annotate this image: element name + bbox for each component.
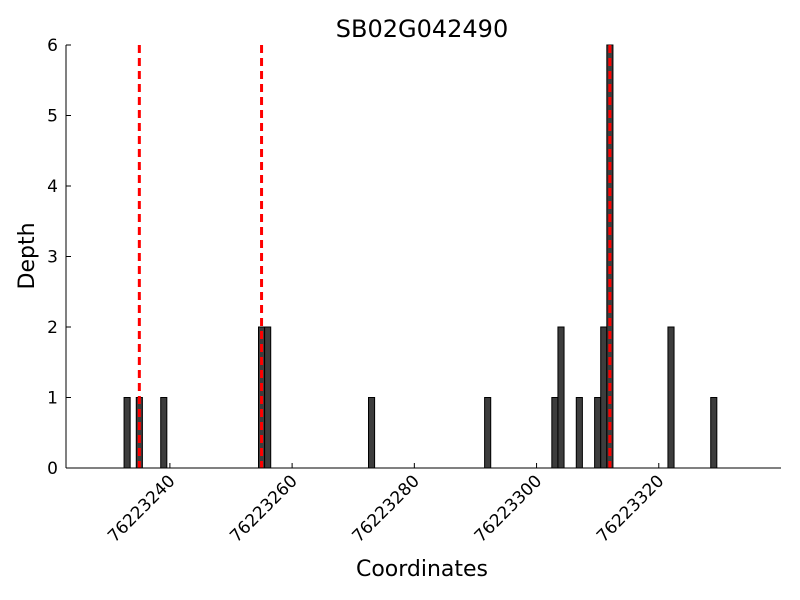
y-tick-label-1: 1 bbox=[47, 389, 58, 409]
x-tick-label-1: 76223260 bbox=[226, 471, 301, 546]
bar-8 bbox=[557, 326, 565, 469]
bar-7 bbox=[551, 397, 559, 469]
bar-14 bbox=[710, 397, 718, 469]
y-tick-label-2: 2 bbox=[47, 318, 58, 338]
bar-4 bbox=[264, 326, 272, 469]
x-axis-label: Coordinates bbox=[356, 557, 488, 582]
x-tick-label-4: 76223320 bbox=[593, 471, 668, 546]
bar-11 bbox=[600, 326, 608, 469]
y-tick-label-5: 5 bbox=[47, 107, 58, 127]
bar-0 bbox=[123, 397, 131, 469]
bar-2 bbox=[160, 397, 168, 469]
bar-6 bbox=[484, 397, 492, 469]
y-tick-label-0: 0 bbox=[47, 459, 58, 479]
x-tick-label-3: 76223300 bbox=[471, 471, 546, 546]
chart-title: SB02G042490 bbox=[336, 15, 508, 43]
plot-area: 0 1 2 3 4 5 6 76223240 76223260 76223280 76223300 7… bbox=[47, 36, 781, 547]
y-axis-label: Depth bbox=[15, 222, 40, 289]
y-tick-label-4: 4 bbox=[47, 177, 58, 197]
bar-9 bbox=[575, 397, 583, 469]
bar-10 bbox=[594, 397, 602, 469]
x-tick-label-0: 76223240 bbox=[104, 471, 179, 546]
bar-13 bbox=[667, 326, 675, 469]
bar-5 bbox=[368, 397, 376, 469]
bar-1 bbox=[135, 397, 143, 469]
y-tick-label-6: 6 bbox=[47, 36, 58, 56]
x-tick-label-2: 76223280 bbox=[349, 471, 424, 546]
y-tick-label-3: 3 bbox=[47, 248, 58, 268]
